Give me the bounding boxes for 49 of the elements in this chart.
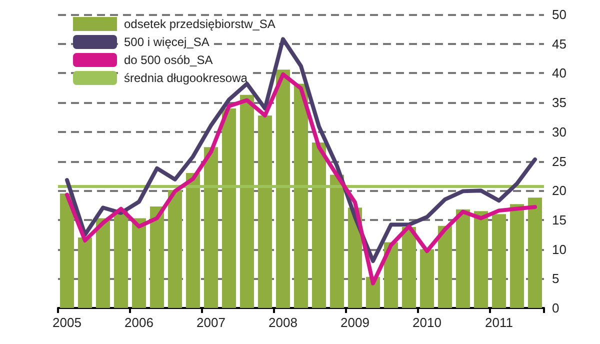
bar — [150, 206, 164, 308]
y-tick-label: 35 — [552, 95, 566, 110]
bar — [402, 226, 416, 308]
bar — [330, 174, 344, 308]
legend-label: do 500 osób_SA — [124, 53, 213, 67]
legend-label: odsetek przedsiębiorstw_SA — [124, 17, 276, 31]
x-tick-label: 2011 — [485, 315, 513, 330]
x-tick-label: 2008 — [268, 315, 298, 330]
bar — [312, 142, 326, 308]
y-tick-label: 0 — [552, 300, 560, 316]
bar — [492, 214, 506, 308]
x-tick-label: 2006 — [124, 315, 154, 330]
bar — [384, 242, 398, 308]
y-tick-label: 25 — [552, 154, 566, 169]
bar — [222, 108, 236, 308]
y-tick-label: 5 — [552, 271, 560, 286]
y-tick-label: 40 — [552, 66, 566, 81]
line-series — [65, 37, 537, 264]
bar — [438, 226, 452, 308]
bar — [420, 249, 434, 308]
y-tick-label: 45 — [552, 36, 566, 52]
bar — [258, 115, 272, 308]
bar — [60, 194, 74, 308]
bar — [240, 94, 254, 308]
bar — [186, 172, 200, 308]
y-tick-label: 50 — [552, 7, 566, 22]
x-tick-label: 2009 — [340, 315, 370, 330]
legend-label: 500 i więcej_SA — [124, 35, 210, 49]
x-tick-label: 2007 — [196, 315, 226, 330]
y-tick-label: 15 — [552, 212, 566, 228]
bar — [132, 218, 146, 308]
bar — [168, 190, 182, 308]
x-tick-label: 2005 — [52, 315, 82, 330]
bar — [456, 209, 470, 308]
line-series — [65, 72, 537, 286]
bar — [294, 84, 308, 308]
bar — [276, 70, 290, 308]
bar — [96, 218, 110, 308]
bar — [204, 147, 218, 308]
bar — [78, 238, 92, 308]
bar — [510, 204, 524, 308]
bar — [114, 211, 128, 308]
legend-label: średnia długookresowa — [124, 71, 248, 85]
y-tick-label: 20 — [552, 183, 566, 198]
bar — [474, 211, 488, 308]
x-tick-label: 2010 — [412, 315, 442, 330]
y-tick-label: 30 — [552, 124, 566, 140]
y-tick-label: 10 — [552, 242, 566, 257]
bar — [528, 198, 542, 308]
